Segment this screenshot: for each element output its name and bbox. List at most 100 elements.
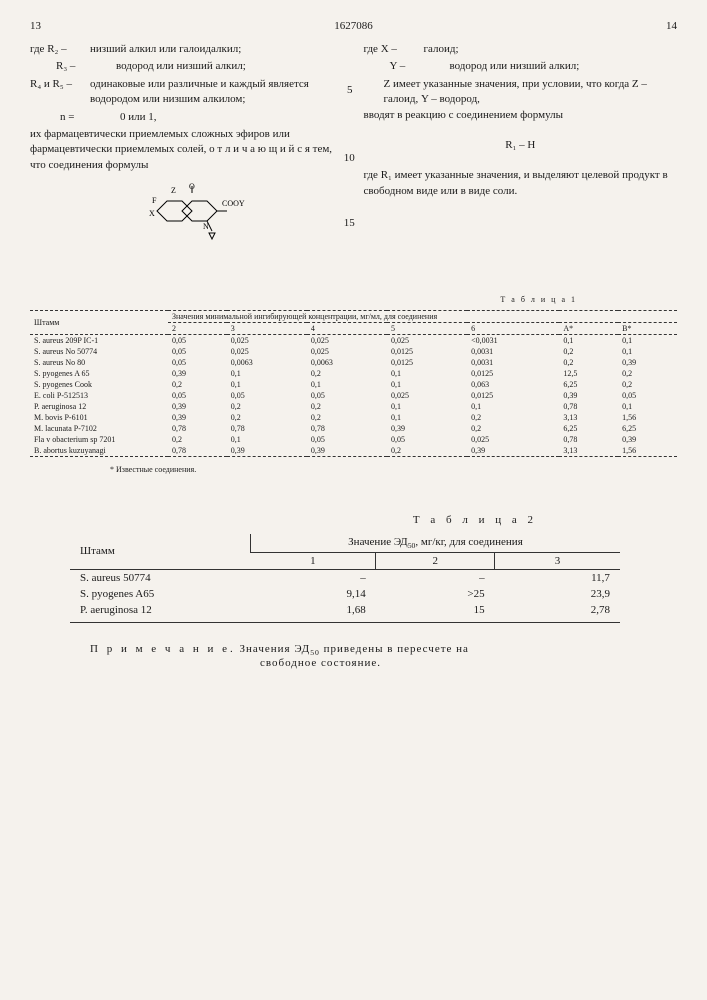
right-para3: где R₁ имеет указанные значения, и выдел… xyxy=(364,168,678,199)
table-row: Fla v obacterium sp 72010,20,10,050,050,… xyxy=(30,434,677,445)
value-cell: 0,2 xyxy=(559,357,618,368)
value-cell: 6,25 xyxy=(559,423,618,434)
strain-cell: M. bovis P-6101 xyxy=(30,412,168,423)
value-cell: 0,39 xyxy=(168,401,227,412)
t1-col-header: A* xyxy=(559,322,618,334)
table-row: P. aeruginosa 120,390,20,20,10,10,780,1 xyxy=(30,401,677,412)
strain-cell: S. pyogenes A 65 xyxy=(30,368,168,379)
value-cell: 0,025 xyxy=(387,390,467,401)
value-cell: 0,025 xyxy=(307,334,387,346)
note: П р и м е ч а н и е. Значения ЭД50 приве… xyxy=(90,643,677,669)
page-num-right: 14 xyxy=(666,20,677,32)
value-cell: 0,0125 xyxy=(467,368,559,379)
svg-text:F: F xyxy=(152,196,157,205)
t1-col-header: 3 xyxy=(227,322,307,334)
value-cell: 0,39 xyxy=(559,390,618,401)
t1-col-header: 4 xyxy=(307,322,387,334)
r45-body: одинаковые или различные и каждый являет… xyxy=(90,77,344,108)
table-row: S. pyogenes A 650,390,10,20,10,012512,50… xyxy=(30,368,677,379)
value-cell: 1,56 xyxy=(618,412,677,423)
value-cell: 1,68 xyxy=(251,602,376,618)
strain-cell: M. lacunata P-7102 xyxy=(30,423,168,434)
t1-col-header: 2 xyxy=(168,322,227,334)
value-cell: 0,2 xyxy=(227,401,307,412)
r45-label: R₄ и R₅ – xyxy=(30,77,90,108)
value-cell: 0,78 xyxy=(168,445,227,457)
value-cell: 0,78 xyxy=(227,423,307,434)
t2-col-header: 3 xyxy=(495,552,620,569)
value-cell: 0,1 xyxy=(227,368,307,379)
line-num-15: 15 xyxy=(344,217,355,229)
svg-text:COOY: COOY xyxy=(222,199,245,208)
value-cell: 0,05 xyxy=(307,390,387,401)
value-cell: 0,0125 xyxy=(387,357,467,368)
r2-body: низший алкил или галоидалкил; xyxy=(90,42,344,57)
table2-title: Т а б л и ц а 2 xyxy=(30,514,537,526)
value-cell: 0,39 xyxy=(467,445,559,457)
value-cell: 0,2 xyxy=(618,379,677,390)
value-cell: 0,1 xyxy=(467,401,559,412)
svg-text:N: N xyxy=(203,222,209,231)
value-cell: 0,2 xyxy=(387,445,467,457)
table-row: S. aureus No 800,050,00630,00630,01250,0… xyxy=(30,357,677,368)
r3-body: водород или низший алкил; xyxy=(116,59,344,74)
value-cell: 0,0031 xyxy=(467,346,559,357)
strain-cell: E. coli P-512513 xyxy=(30,390,168,401)
n-label: n = xyxy=(30,110,120,125)
value-cell: 0,1 xyxy=(387,368,467,379)
value-cell: 3,13 xyxy=(559,412,618,423)
value-cell: 0,025 xyxy=(387,334,467,346)
value-cell: 0,0063 xyxy=(227,357,307,368)
value-cell: 0,39 xyxy=(168,412,227,423)
svg-text:X: X xyxy=(149,209,155,218)
value-cell: 0,025 xyxy=(307,346,387,357)
table1-footnote: * Известные соединения. xyxy=(110,465,677,474)
value-cell: 0,1 xyxy=(618,334,677,346)
table-row: S. aureus 209P IC-10,050,0250,0250,025<0… xyxy=(30,334,677,346)
value-cell: 0,2 xyxy=(168,434,227,445)
y-body: водород или низший алкил; xyxy=(450,59,678,74)
value-cell: 6,25 xyxy=(559,379,618,390)
right-para2: вводят в реакцию с соединением формулы xyxy=(364,108,678,123)
note-label: П р и м е ч а н и е. xyxy=(90,643,236,655)
value-cell: 0,39 xyxy=(307,445,387,457)
table-row: S. aureus 50774––11,7 xyxy=(70,569,620,586)
value-cell: 0,2 xyxy=(307,368,387,379)
value-cell: 2,78 xyxy=(495,602,620,618)
t1-col-group: Значения минимальной ингибирующей концен… xyxy=(168,310,677,322)
strain-cell: P. aeruginosa 12 xyxy=(70,602,251,618)
r3-label: R₃ – xyxy=(30,59,116,74)
value-cell: 0,2 xyxy=(618,368,677,379)
value-cell: 0,1 xyxy=(387,412,467,423)
value-cell: 11,7 xyxy=(495,569,620,586)
t1-col-header: B* xyxy=(618,322,677,334)
strain-cell: S. aureus No 80 xyxy=(30,357,168,368)
value-cell: 0,0125 xyxy=(467,390,559,401)
t1-col-header: 5 xyxy=(387,322,467,334)
value-cell: 9,14 xyxy=(251,586,376,602)
line-num-10: 10 xyxy=(344,152,355,164)
z-def: Z имеет указанные значения, при условии,… xyxy=(364,77,678,108)
value-cell: 0,05 xyxy=(168,334,227,346)
value-cell: <0,0031 xyxy=(467,334,559,346)
value-cell: 0,05 xyxy=(618,390,677,401)
table-2: Т а б л и ц а 2 Штамм Значение ЭД50, мг/… xyxy=(30,514,677,623)
value-cell: 0,0125 xyxy=(387,346,467,357)
value-cell: 0,05 xyxy=(168,346,227,357)
n-body: 0 или 1, xyxy=(120,110,344,125)
left-para1: их фармацевтически приемлемых сложных эф… xyxy=(30,127,344,173)
value-cell: 0,2 xyxy=(467,423,559,434)
structural-formula: F X Z O COOY N xyxy=(30,181,344,256)
value-cell: 0,05 xyxy=(387,434,467,445)
t2-col-header: 2 xyxy=(376,552,495,569)
t1-col-header: 6 xyxy=(467,322,559,334)
strain-cell: S. aureus 209P IC-1 xyxy=(30,334,168,346)
value-cell: 0,05 xyxy=(168,357,227,368)
t2-col-header: 1 xyxy=(251,552,376,569)
value-cell: 0,05 xyxy=(227,390,307,401)
value-cell: 0,1 xyxy=(559,334,618,346)
value-cell: 0,1 xyxy=(387,379,467,390)
value-cell: 0,78 xyxy=(307,423,387,434)
r2-label: где R₂ – xyxy=(30,42,90,57)
table1-title: Т а б л и ц а 1 xyxy=(30,295,577,304)
